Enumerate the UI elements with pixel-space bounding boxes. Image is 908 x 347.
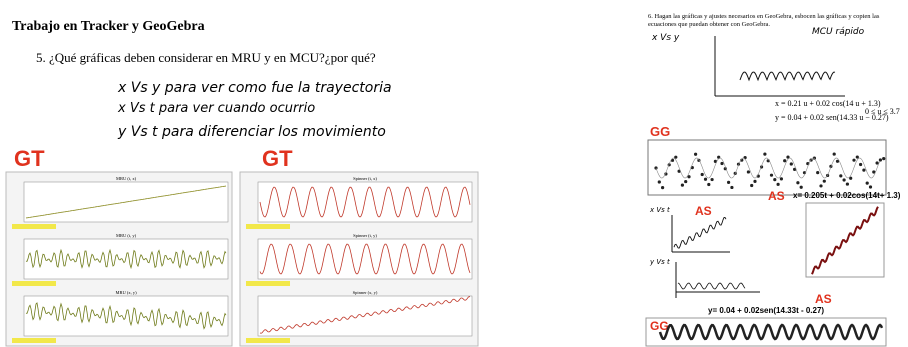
label: AS xyxy=(768,189,785,203)
plot-title: Spinner (x, y) xyxy=(353,290,378,296)
sketch-label: x Vs y xyxy=(651,33,680,43)
point xyxy=(769,173,774,177)
question: 6. Hagan las gráficas y ajustes necesari… xyxy=(648,13,880,20)
point xyxy=(796,181,800,185)
point xyxy=(746,170,751,174)
curve xyxy=(658,323,884,341)
plot-title: Spinner (t, x) xyxy=(353,176,377,182)
label: GT xyxy=(14,146,45,171)
curve xyxy=(811,206,879,275)
point xyxy=(875,161,879,165)
point xyxy=(882,157,886,161)
point xyxy=(700,172,704,177)
point xyxy=(730,185,734,190)
curve xyxy=(259,296,470,334)
fit-box xyxy=(246,338,290,343)
plot-title: MRU (t, y) xyxy=(116,233,137,239)
point xyxy=(720,161,724,166)
point xyxy=(773,178,777,182)
curve xyxy=(25,302,227,330)
point xyxy=(849,176,853,180)
answer: x Vs t para ver cuando ocurrio xyxy=(117,101,315,116)
equation: y= 0.04 + 0.02sen(14.33t - 0.27) xyxy=(708,306,824,315)
label: GT xyxy=(262,146,293,171)
doc-title: Trabajo en Tracker y GeoGebra xyxy=(12,19,205,34)
point xyxy=(859,162,863,167)
point xyxy=(816,171,820,175)
point xyxy=(845,182,850,186)
point xyxy=(878,158,883,162)
fit-box xyxy=(246,281,290,286)
equation: x= 0.205t + 0.02cos(14t+ 1.3) xyxy=(793,191,901,200)
point xyxy=(710,177,714,182)
point xyxy=(727,180,731,184)
plot-title: MRU (x, y) xyxy=(115,290,137,296)
point xyxy=(855,155,859,159)
point xyxy=(694,152,698,156)
point xyxy=(786,155,790,159)
point xyxy=(819,184,823,188)
fit-box xyxy=(12,338,56,343)
curve xyxy=(673,217,727,249)
curve xyxy=(25,185,227,219)
geogebra-plot xyxy=(647,139,887,196)
point xyxy=(835,159,840,163)
point xyxy=(687,175,691,179)
point xyxy=(750,183,754,188)
point xyxy=(793,167,797,172)
curve xyxy=(655,157,881,179)
curve xyxy=(25,248,227,270)
fit-box xyxy=(246,224,290,229)
point xyxy=(865,181,869,185)
label: AS xyxy=(815,292,832,306)
point xyxy=(872,170,876,174)
equation: x = 0.21 u + 0.02 cos(14 u + 1.3) xyxy=(775,99,881,108)
point xyxy=(680,183,685,187)
question: ecuaciones que puedan obtener con GeoGeb… xyxy=(648,21,770,28)
point xyxy=(862,168,866,172)
point xyxy=(789,162,793,166)
equation: 0 ≤ u ≤ 3.7 xyxy=(865,107,900,116)
point xyxy=(703,177,708,181)
point xyxy=(684,179,688,184)
point xyxy=(753,179,757,183)
point xyxy=(707,182,711,187)
answer: y Vs t para diferenciar los movimiento xyxy=(117,124,386,140)
point xyxy=(783,159,787,163)
point xyxy=(799,185,803,189)
curve xyxy=(739,71,836,82)
plot-title: Spinner (t, y) xyxy=(353,233,377,239)
point xyxy=(743,156,747,160)
point xyxy=(763,152,767,156)
point xyxy=(661,186,665,190)
point xyxy=(822,179,826,183)
curve xyxy=(259,243,471,275)
curve xyxy=(259,186,471,218)
point xyxy=(657,180,661,184)
point xyxy=(776,182,780,186)
answer: x Vs y para ver como fue la trayectoria xyxy=(117,80,392,96)
sub-plot xyxy=(257,295,473,337)
point xyxy=(779,177,784,181)
sketch-label: y Vs t xyxy=(649,258,670,266)
label: AS xyxy=(695,204,712,218)
point xyxy=(674,155,678,159)
sketch-label: x Vs t xyxy=(649,206,670,214)
equation: y = 0.04 + 0.02 sen(14.33 u − 0.27) xyxy=(775,113,889,122)
label: GG xyxy=(650,124,670,139)
curve xyxy=(677,282,746,290)
point xyxy=(832,152,836,156)
fit-box xyxy=(12,281,56,286)
point xyxy=(852,158,856,162)
question: 5. ¿Qué gráficas deben considerar en MRU… xyxy=(36,50,376,65)
plot-title: MRU (t, x) xyxy=(116,176,137,182)
fit-box xyxy=(12,224,56,229)
point xyxy=(839,174,843,178)
point xyxy=(842,178,846,182)
sketch-note: MCU rápido xyxy=(812,27,865,37)
point xyxy=(812,156,817,160)
point xyxy=(868,185,873,189)
label: GG xyxy=(650,319,669,333)
